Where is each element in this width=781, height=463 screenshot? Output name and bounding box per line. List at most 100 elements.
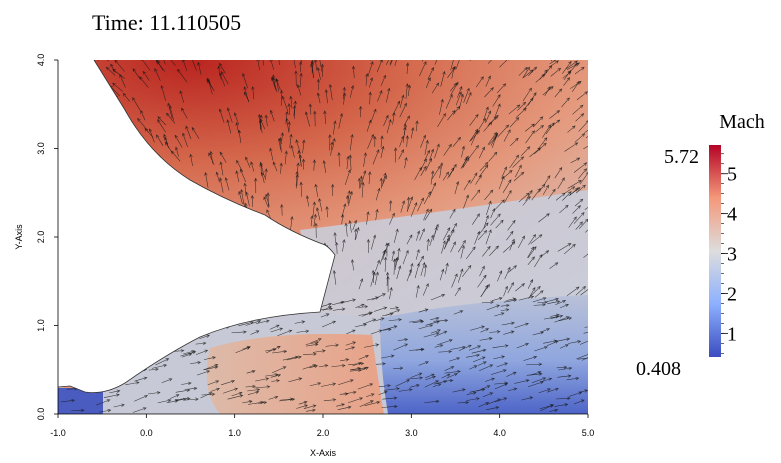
velocity-arrow xyxy=(204,282,213,295)
velocity-arrow xyxy=(415,120,419,132)
velocity-arrow xyxy=(272,74,276,88)
velocity-arrow xyxy=(119,220,127,230)
velocity-arrow xyxy=(439,268,445,281)
velocity-arrow xyxy=(331,183,335,196)
velocity-arrow xyxy=(324,89,328,104)
velocity-arrow xyxy=(280,397,294,401)
velocity-arrow xyxy=(224,177,230,191)
velocity-arrow xyxy=(576,184,586,194)
velocity-arrow xyxy=(450,345,466,350)
velocity-arrow xyxy=(427,67,434,80)
velocity-arrow xyxy=(182,60,188,72)
velocity-arrow xyxy=(557,243,572,252)
velocity-arrow xyxy=(559,344,569,349)
velocity-arrow xyxy=(483,214,489,229)
velocity-arrow xyxy=(314,222,318,238)
velocity-arrow xyxy=(392,258,397,275)
velocity-arrow xyxy=(107,168,121,180)
velocity-arrow xyxy=(208,262,213,273)
velocity-arrow xyxy=(562,191,572,201)
velocity-arrow xyxy=(110,63,116,74)
velocity-arrow xyxy=(185,125,192,140)
velocity-arrow xyxy=(531,188,541,201)
plot-area xyxy=(57,59,588,414)
velocity-arrow xyxy=(512,156,525,168)
velocity-arrow xyxy=(477,230,488,241)
velocity-arrow xyxy=(509,137,519,147)
velocity-arrow xyxy=(419,158,427,171)
velocity-arrow xyxy=(120,239,130,252)
velocity-arrow xyxy=(83,338,94,342)
velocity-arrow xyxy=(550,314,564,319)
velocity-arrow xyxy=(348,397,364,404)
velocity-arrow xyxy=(277,329,293,337)
velocity-arrow xyxy=(253,283,258,298)
velocity-arrow xyxy=(110,317,120,322)
velocity-arrow xyxy=(91,92,101,99)
velocity-arrow xyxy=(484,189,494,201)
velocity-arrow xyxy=(461,145,465,158)
velocity-arrow xyxy=(576,352,588,360)
velocity-arrow xyxy=(402,249,409,265)
velocity-arrow xyxy=(447,66,456,78)
velocity-arrow xyxy=(445,262,449,275)
velocity-arrow xyxy=(325,343,339,347)
velocity-arrow xyxy=(237,129,242,143)
velocity-arrow xyxy=(574,66,585,75)
velocity-arrow xyxy=(196,349,209,355)
velocity-arrow xyxy=(233,278,238,292)
y-tick-label: 3.0 xyxy=(36,142,46,155)
velocity-arrow xyxy=(351,65,356,78)
velocity-arrow xyxy=(460,244,465,259)
velocity-arrow xyxy=(361,181,365,198)
velocity-arrow xyxy=(101,181,113,193)
velocity-arrow xyxy=(553,60,566,62)
velocity-arrow xyxy=(393,147,398,163)
chart-title: Time: 11.110505 xyxy=(92,10,241,35)
velocity-arrow xyxy=(144,281,154,290)
velocity-arrow xyxy=(527,246,535,259)
velocity-arrow xyxy=(545,122,555,135)
y-axis-label: Y-Axis xyxy=(14,224,24,250)
velocity-arrow xyxy=(345,346,356,351)
velocity-arrow xyxy=(199,230,205,244)
velocity-arrow xyxy=(263,196,269,208)
velocity-arrow xyxy=(138,345,154,351)
velocity-arrow xyxy=(573,399,585,405)
velocity-arrow xyxy=(98,60,109,62)
velocity-arrow xyxy=(482,245,491,257)
velocity-arrow xyxy=(388,318,402,322)
velocity-arrow xyxy=(269,147,274,161)
velocity-arrow xyxy=(157,119,166,133)
velocity-arrow xyxy=(490,369,507,375)
velocity-arrow xyxy=(88,259,98,267)
velocity-arrow xyxy=(112,82,123,92)
velocity-arrow xyxy=(58,113,62,120)
velocity-arrow xyxy=(69,315,81,320)
velocity-arrow xyxy=(448,163,457,178)
velocity-arrow xyxy=(404,156,408,169)
velocity-arrow xyxy=(559,204,569,214)
velocity-arrow xyxy=(457,239,466,253)
velocity-arrow xyxy=(416,230,421,241)
velocity-arrow xyxy=(130,202,140,211)
velocity-arrow xyxy=(431,165,441,180)
velocity-arrow xyxy=(439,98,444,115)
velocity-arrow xyxy=(410,372,423,378)
velocity-arrow xyxy=(562,60,572,74)
velocity-arrow xyxy=(62,324,74,330)
y-tick-label: 0.0 xyxy=(36,408,46,421)
velocity-arrow xyxy=(462,265,472,277)
velocity-arrow xyxy=(325,205,329,218)
x-tick-label: 0.0 xyxy=(140,428,153,438)
velocity-arrow xyxy=(550,67,562,77)
velocity-arrow xyxy=(346,329,356,335)
velocity-arrow xyxy=(77,353,90,357)
velocity-arrow xyxy=(235,170,240,182)
velocity-arrow xyxy=(240,188,245,205)
velocity-arrow xyxy=(484,87,494,98)
velocity-arrow xyxy=(313,213,317,227)
velocity-arrow xyxy=(410,202,418,217)
velocity-arrow xyxy=(165,336,179,342)
velocity-arrow xyxy=(573,212,585,224)
